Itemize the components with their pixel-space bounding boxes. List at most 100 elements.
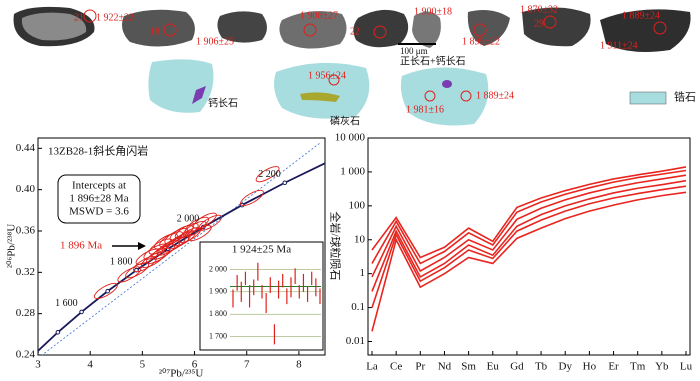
age-label: 2 200 [258, 169, 281, 180]
spot [83, 9, 97, 23]
x-tick-label: Er [608, 361, 619, 373]
age-label: 1 889±24 [622, 10, 660, 21]
error-ellipse [174, 222, 199, 240]
x-tick-label: Tb [535, 361, 548, 373]
x-tick-label: 8 [296, 359, 302, 371]
zircon-grain [217, 11, 267, 43]
inset-tick-label: 2 000 [209, 264, 227, 273]
age-label: 1 911±24 [600, 40, 638, 51]
spot-label: 18 [150, 26, 160, 37]
spot [373, 25, 387, 39]
y-tick-label: 1 [360, 267, 366, 279]
x-tick-label: 4 [87, 359, 93, 371]
age-label: 1 889±24 [476, 90, 514, 101]
concordia-node [330, 158, 334, 162]
error-ellipse [187, 225, 212, 242]
mineral-label: 磷灰石 [330, 114, 360, 127]
concordia-node [105, 288, 110, 294]
ree-pattern [371, 185, 687, 308]
plot-frame [37, 137, 326, 356]
x-axis-label: ²⁰⁷Pb/²³⁵U [159, 368, 204, 380]
error-ellipse [117, 266, 142, 283]
error-ellipse [193, 212, 217, 229]
spot [163, 23, 177, 37]
concordia-node [79, 309, 84, 315]
x-tick-label: Dy [559, 361, 573, 373]
zircon-grain [467, 10, 510, 46]
x-tick-label: 3 [35, 359, 41, 371]
ree-pattern [371, 191, 687, 332]
zircon-images: 21 1 922±22 18 1 906±25 1 908±27 22 1 90… [13, 4, 691, 56]
age-label: 2 000 [177, 213, 200, 224]
y-tick-label: 0.40 [16, 183, 36, 195]
zircon-sketch [274, 62, 370, 119]
arrow-head [138, 242, 146, 250]
zircon-grain [122, 9, 195, 47]
x-tick-label: Ce [390, 361, 402, 373]
age-label: 1 900±18 [414, 6, 452, 17]
inset-frame [199, 241, 324, 351]
anorthite [192, 86, 206, 104]
zircon-grain [412, 11, 441, 49]
y-tick-label: 100 [349, 199, 366, 211]
mineral-sketches: 钙长石 1 956±24 磷灰石 正长石+钙长石 1 981±16 1 889±… [148, 54, 696, 127]
x-tick-label: Sm [461, 361, 476, 373]
x-tick-label: La [366, 361, 378, 373]
spot [424, 90, 436, 102]
zircon-grain [21, 12, 87, 41]
y-tick-label: 0.24 [16, 349, 36, 361]
age-label: 1 870±32 [520, 4, 558, 15]
annotation: 1 896±28 Ma [69, 193, 128, 205]
x-tick-label: Yb [655, 361, 669, 373]
x-tick-label: Tm [630, 361, 646, 373]
intercept-label: 1 896 Ma [60, 240, 102, 252]
age-label: 1 956±24 [308, 70, 346, 81]
spot-label: 22 [350, 26, 360, 37]
x-tick-label: Gd [510, 361, 524, 373]
chart-title: 13ZB28-1斜长角闪岩 [48, 144, 148, 158]
y-tick-label: 0.32 [16, 266, 35, 278]
y-tick-label: 0.28 [16, 307, 36, 319]
ree-pattern [371, 166, 687, 259]
x-tick-label: 5 [140, 359, 146, 371]
y-tick-label: 0.44 [16, 142, 36, 154]
error-ellipse [93, 282, 118, 299]
y-axis-label: ²⁰⁶Pb/²³⁸U [6, 224, 18, 269]
y-tick-label: 10 [354, 233, 366, 245]
error-ellipse [177, 227, 202, 244]
legend-label: 锆石 [674, 91, 696, 104]
error-ellipse [255, 166, 280, 183]
y-tick-label: 0.1 [351, 301, 365, 313]
spot [653, 21, 667, 35]
zircon-grain [600, 9, 691, 53]
annotation-box [57, 174, 141, 224]
plot-frame [367, 137, 691, 356]
zircon-grain [279, 11, 347, 49]
inset-title: 1 924±25 Ma [232, 244, 291, 256]
spot [543, 15, 557, 29]
error-ellipse [182, 220, 207, 237]
age-label: 1 908±27 [300, 10, 338, 21]
mineral-label: 正长石+钙长石 [400, 54, 466, 67]
x-tick-label: 7 [244, 359, 250, 371]
error-ellipse [198, 214, 223, 231]
feldspar [442, 80, 452, 88]
age-label: 1 895±22 [462, 36, 500, 47]
spot-label: 29 [534, 18, 544, 29]
concordia-node [282, 180, 288, 186]
age-label: 1 922±22 [96, 12, 134, 23]
age-label: 1 906±25 [196, 36, 234, 47]
inset-tick-label: 1 800 [209, 309, 227, 318]
spot [460, 90, 472, 102]
x-tick-label: Lu [680, 361, 693, 373]
legend-swatch [629, 91, 667, 105]
ree-pattern [371, 174, 687, 278]
x-tick-label: Eu [487, 361, 500, 373]
age-label: 1 981±16 [406, 104, 444, 115]
spot [328, 74, 340, 86]
inset-tick-label: 1 900 [209, 287, 227, 296]
mineral-label: 钙长石 [208, 96, 238, 109]
x-tick-label: Pr [415, 361, 425, 373]
zircon-sketch [400, 67, 489, 126]
